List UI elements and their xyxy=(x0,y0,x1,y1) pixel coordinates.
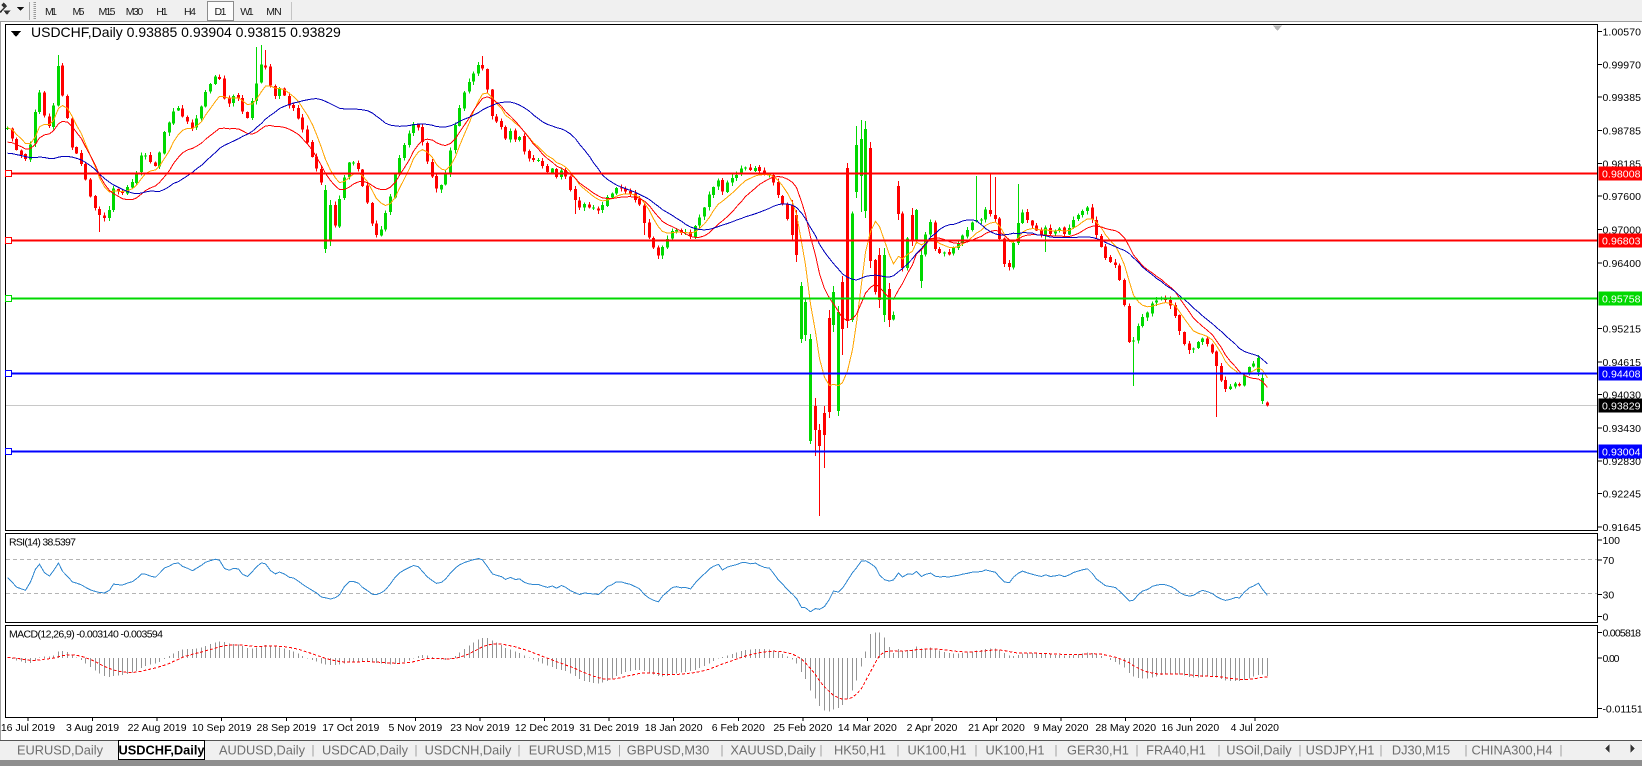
svg-text:M15: M15 xyxy=(99,6,116,18)
svg-text:0.94030: 0.94030 xyxy=(1603,390,1642,402)
svg-text:MN: MN xyxy=(266,6,282,18)
svg-text:H4: H4 xyxy=(184,6,196,18)
svg-text:GER30,H1: GER30,H1 xyxy=(1067,743,1129,758)
svg-text:USDCNH,Daily: USDCNH,Daily xyxy=(425,743,512,758)
svg-text:|: | xyxy=(1136,745,1139,757)
svg-text:AUDUSD,Daily: AUDUSD,Daily xyxy=(219,743,306,758)
svg-text:|: | xyxy=(1055,745,1058,757)
svg-text:23 Nov 2019: 23 Nov 2019 xyxy=(450,722,510,734)
svg-text:10 Sep 2019: 10 Sep 2019 xyxy=(192,722,252,734)
svg-text:|: | xyxy=(1560,745,1563,757)
svg-text:UK100,H1: UK100,H1 xyxy=(985,743,1044,758)
svg-text:0.005818: 0.005818 xyxy=(1603,628,1642,640)
svg-text:12 Dec 2019: 12 Dec 2019 xyxy=(515,722,575,734)
svg-text:USOil,Daily: USOil,Daily xyxy=(1226,743,1292,758)
svg-text:100: 100 xyxy=(1603,535,1621,547)
svg-text:D1: D1 xyxy=(215,6,227,18)
svg-text:0.99970: 0.99970 xyxy=(1603,60,1642,72)
svg-text:XAUUSD,Daily: XAUUSD,Daily xyxy=(730,743,816,758)
svg-text:0.93004: 0.93004 xyxy=(1602,447,1641,459)
svg-text:70: 70 xyxy=(1603,555,1615,567)
svg-text:M1: M1 xyxy=(45,6,57,18)
svg-text:3 Aug 2019: 3 Aug 2019 xyxy=(66,722,119,734)
svg-text:FRA40,H1: FRA40,H1 xyxy=(1146,743,1206,758)
svg-text:0.95215: 0.95215 xyxy=(1603,324,1642,336)
svg-text:M30: M30 xyxy=(126,6,144,18)
svg-text:0.93829: 0.93829 xyxy=(1602,401,1641,413)
svg-text:MACD(12,26,9) -0.003140 -0.003: MACD(12,26,9) -0.003140 -0.003594 xyxy=(9,629,163,641)
svg-text:30: 30 xyxy=(1603,590,1615,602)
svg-text:2 Apr 2020: 2 Apr 2020 xyxy=(907,722,958,734)
svg-text:|: | xyxy=(721,745,724,757)
svg-text:25 Feb 2020: 25 Feb 2020 xyxy=(773,722,832,734)
svg-text:0.99385: 0.99385 xyxy=(1603,92,1642,104)
svg-text:0.93430: 0.93430 xyxy=(1603,423,1642,435)
svg-text:|: | xyxy=(1218,745,1221,757)
svg-text:|: | xyxy=(518,745,521,757)
svg-text:USDCAD,Daily: USDCAD,Daily xyxy=(322,743,409,758)
svg-text:HK50,H1: HK50,H1 xyxy=(834,743,886,758)
svg-text:|: | xyxy=(312,745,315,757)
svg-text:0.92245: 0.92245 xyxy=(1603,489,1642,501)
svg-text:M5: M5 xyxy=(73,6,85,18)
svg-text:0.95758: 0.95758 xyxy=(1602,294,1641,306)
svg-text:14 Mar 2020: 14 Mar 2020 xyxy=(838,722,897,734)
svg-text:H1: H1 xyxy=(156,6,168,18)
svg-text:DJ30,M15: DJ30,M15 xyxy=(1392,743,1450,758)
svg-text:0.96400: 0.96400 xyxy=(1603,258,1642,270)
svg-text:28 May 2020: 28 May 2020 xyxy=(1095,722,1156,734)
svg-text:-0.011514: -0.011514 xyxy=(1603,703,1642,715)
svg-text:GBPUSD,M30: GBPUSD,M30 xyxy=(627,743,710,758)
svg-text:18 Jan 2020: 18 Jan 2020 xyxy=(645,722,703,734)
svg-text:|: | xyxy=(820,745,823,757)
svg-text:UK100,H1: UK100,H1 xyxy=(907,743,966,758)
svg-text:RSI(14) 38.5397: RSI(14) 38.5397 xyxy=(9,537,76,549)
svg-text:W1: W1 xyxy=(240,6,254,18)
svg-text:|: | xyxy=(975,745,978,757)
svg-text:0: 0 xyxy=(1603,612,1609,624)
svg-text:0.94615: 0.94615 xyxy=(1603,357,1642,369)
svg-text:|: | xyxy=(415,745,418,757)
svg-text:0.98008: 0.98008 xyxy=(1602,169,1641,181)
svg-text:0.92830: 0.92830 xyxy=(1603,456,1642,468)
svg-text:|: | xyxy=(1299,745,1302,757)
svg-text:0.00: 0.00 xyxy=(1603,653,1620,665)
svg-text:9 May 2020: 9 May 2020 xyxy=(1034,722,1089,734)
svg-text:21 Apr 2020: 21 Apr 2020 xyxy=(968,722,1025,734)
svg-text:17 Oct 2019: 17 Oct 2019 xyxy=(322,722,379,734)
svg-text:|: | xyxy=(1380,745,1383,757)
svg-text:|: | xyxy=(1465,745,1468,757)
svg-text:16 Jul 2019: 16 Jul 2019 xyxy=(1,722,55,734)
svg-text:|: | xyxy=(618,745,621,757)
svg-text:USDCHF,Daily 0.93885 0.93904: USDCHF,Daily 0.93885 0.93904 0.93815 0.9… xyxy=(31,24,341,40)
svg-text:EURUSD,Daily: EURUSD,Daily xyxy=(17,743,104,758)
svg-text:0.98785: 0.98785 xyxy=(1603,125,1642,137)
svg-text:USDCHF,Daily: USDCHF,Daily xyxy=(118,743,205,758)
svg-text:0.94408: 0.94408 xyxy=(1602,369,1641,381)
svg-text:0.91645: 0.91645 xyxy=(1603,522,1642,534)
svg-text:USDJPY,H1: USDJPY,H1 xyxy=(1306,743,1375,758)
svg-text:0.96803: 0.96803 xyxy=(1602,236,1641,248)
svg-text:EURUSD,M15: EURUSD,M15 xyxy=(529,743,612,758)
svg-text:22 Aug 2019: 22 Aug 2019 xyxy=(128,722,187,734)
svg-text:31 Dec 2019: 31 Dec 2019 xyxy=(579,722,639,734)
svg-text:5 Nov 2019: 5 Nov 2019 xyxy=(389,722,443,734)
svg-text:CHINA300,H4: CHINA300,H4 xyxy=(1471,743,1552,758)
svg-text:28 Sep 2019: 28 Sep 2019 xyxy=(257,722,317,734)
svg-text:4 Jul 2020: 4 Jul 2020 xyxy=(1231,722,1280,734)
svg-text:0.97600: 0.97600 xyxy=(1603,191,1642,203)
svg-text:6 Feb 2020: 6 Feb 2020 xyxy=(712,722,765,734)
svg-text:16 Jun 2020: 16 Jun 2020 xyxy=(1161,722,1219,734)
svg-text:|: | xyxy=(897,745,900,757)
svg-text:1.00570: 1.00570 xyxy=(1603,26,1642,38)
